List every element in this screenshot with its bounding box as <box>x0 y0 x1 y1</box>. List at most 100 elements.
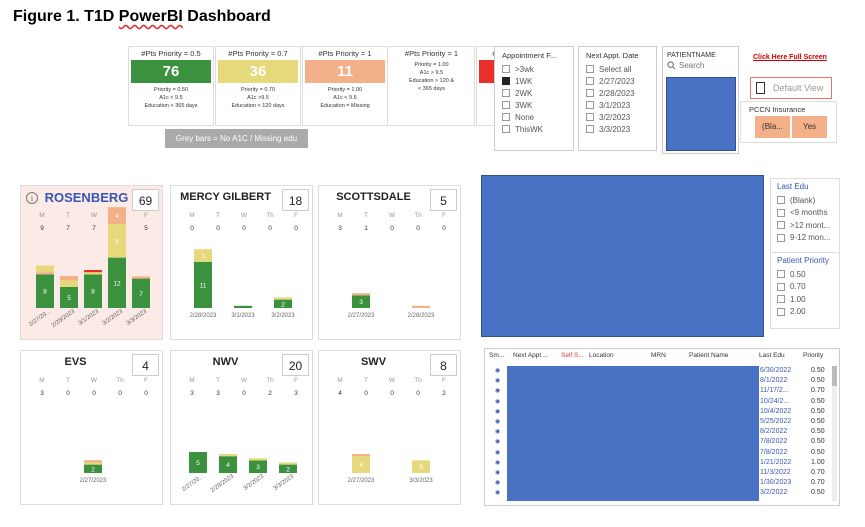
bar-segment[interactable] <box>36 272 54 275</box>
checkbox-icon[interactable] <box>586 113 594 121</box>
next-appt-option[interactable]: 3/2/2023 <box>586 111 649 123</box>
bar-segment[interactable] <box>249 458 267 461</box>
bar-segment[interactable] <box>84 274 102 308</box>
view-link-icon[interactable]: ◉ <box>495 378 501 385</box>
checkbox-icon[interactable] <box>502 65 510 73</box>
next-appt-option[interactable]: 3/1/2023 <box>586 99 649 111</box>
checkbox-icon[interactable] <box>777 208 785 217</box>
pccn-chip-yes[interactable]: Yes <box>792 116 827 138</box>
checkbox-icon[interactable] <box>777 196 785 205</box>
pccn-chip-blank[interactable]: (Bla... <box>755 116 790 138</box>
appointment-option[interactable]: >3wk <box>502 63 566 75</box>
checkbox-icon[interactable] <box>586 77 594 85</box>
checkbox-icon[interactable] <box>586 101 594 109</box>
table-row[interactable]: ◉ 5/25/2022 0.50 <box>485 418 839 428</box>
bar-segment[interactable] <box>132 276 150 279</box>
view-link-icon[interactable]: ◉ <box>495 419 501 425</box>
table-row[interactable]: ◉ 8/2/2022 0.50 <box>485 428 839 438</box>
bar-segment[interactable] <box>108 224 126 258</box>
view-link-icon[interactable]: ◉ <box>495 408 501 415</box>
table-row[interactable]: ◉ 11/3/2022 0.70 <box>485 469 839 479</box>
view-link-icon[interactable]: ◉ <box>495 398 501 405</box>
bar-segment[interactable] <box>36 265 54 273</box>
checkbox-icon[interactable] <box>502 113 510 121</box>
clinic-card-rosenberg[interactable]: iROSENBERG69M9T7W7Th16F582/27/20...52/28… <box>20 185 163 340</box>
table-row[interactable]: ◉ 10/4/2022 0.50 <box>485 408 839 418</box>
checkbox-icon[interactable] <box>777 307 785 316</box>
bar-segment[interactable] <box>352 293 370 296</box>
full-screen-link[interactable]: Click Here Full Screen <box>753 54 827 61</box>
view-link-icon[interactable]: ◉ <box>495 388 501 395</box>
checkbox-icon[interactable] <box>586 65 594 73</box>
patient-search-box[interactable]: Search <box>667 61 738 70</box>
checkbox-icon[interactable] <box>502 89 510 97</box>
checkbox-icon[interactable] <box>586 89 594 97</box>
table-scrollbar-thumb[interactable] <box>832 366 837 386</box>
bar-segment[interactable] <box>84 464 102 473</box>
bar-segment[interactable] <box>60 280 78 287</box>
table-scrollbar[interactable] <box>832 366 837 501</box>
appointment-option[interactable]: ThisWK <box>502 123 566 135</box>
next-appt-option[interactable]: 2/27/2023 <box>586 75 649 87</box>
bar-segment[interactable] <box>84 270 102 273</box>
table-row[interactable]: ◉ 7/8/2022 0.50 <box>485 449 839 459</box>
bar-segment[interactable] <box>352 295 370 308</box>
checkbox-icon[interactable] <box>777 295 785 304</box>
clinic-card-mercy-gilbert[interactable]: MERCY GILBERT 18 M 0 T 0 W 0 Th 0 F 0 11 3 2/28/2023 3/… <box>170 185 313 340</box>
clinic-card-scottsdale[interactable]: SCOTTSDALE 5 M 3 T 1 W 0 Th 0 F 0 3 2/27/2023 2/28/202… <box>318 185 461 340</box>
next-appt-option[interactable]: 3/3/2023 <box>586 123 649 135</box>
bar-segment[interactable] <box>274 297 292 300</box>
bar-segment[interactable] <box>219 456 237 473</box>
clinic-card-evs[interactable]: EVS 4 M 3 T 0 W 0 Th 0 F 0 2 2/27/2023 <box>20 350 163 505</box>
checkbox-icon[interactable] <box>586 125 594 133</box>
bar-segment[interactable] <box>108 257 126 308</box>
default-view-button[interactable]: Default View <box>750 77 832 99</box>
column-header[interactable]: Next Appt ... <box>513 352 549 359</box>
checkbox-checked-icon[interactable] <box>502 77 510 85</box>
appointment-option[interactable]: 2WK <box>502 87 566 99</box>
column-header[interactable]: Sm... <box>489 352 505 359</box>
next-appt-option[interactable]: Select all <box>586 63 649 75</box>
table-row[interactable]: ◉ 6/30/2022 0.50 <box>485 367 839 377</box>
bar-segment[interactable] <box>36 274 54 308</box>
column-header[interactable]: Last Edu <box>759 352 785 359</box>
view-link-icon[interactable]: ◉ <box>495 459 501 466</box>
table-row[interactable]: ◉ 1/21/2022 1.00 <box>485 459 839 469</box>
bar-segment[interactable] <box>108 207 126 224</box>
column-header[interactable]: MRN <box>651 352 666 359</box>
view-link-icon[interactable]: ◉ <box>495 470 501 476</box>
view-link-icon[interactable]: ◉ <box>495 429 501 436</box>
bar-segment[interactable] <box>84 460 102 463</box>
bar-segment[interactable] <box>352 456 370 473</box>
bar-segment[interactable] <box>249 460 267 473</box>
view-link-icon[interactable]: ◉ <box>495 449 501 456</box>
bar-segment[interactable] <box>84 272 102 275</box>
checkbox-icon[interactable] <box>502 101 510 109</box>
checkbox-icon[interactable] <box>502 125 510 133</box>
clinic-card-nwv[interactable]: NWV 20 M 3 T 3 W 0 Th 2 F 3 5 2/27/20... 4 2/28/2023 3 3/… <box>170 350 313 505</box>
bar-segment[interactable] <box>194 261 212 308</box>
bar-segment[interactable] <box>84 462 102 465</box>
bar-segment[interactable] <box>279 462 297 465</box>
last-edu_slicer-option[interactable]: 9-12 mon... <box>777 232 833 245</box>
checkbox-icon[interactable] <box>777 221 785 230</box>
next-appt-option[interactable]: 2/28/2023 <box>586 87 649 99</box>
column-header[interactable]: Patient Name <box>689 352 729 359</box>
priority-slicer-option[interactable]: 1.00 <box>777 293 833 306</box>
last-edu_slicer-option[interactable]: <9 months <box>777 207 833 220</box>
bar-segment[interactable] <box>412 460 430 473</box>
column-header[interactable]: Self S... <box>561 352 584 359</box>
view-link-icon[interactable]: ◉ <box>495 368 501 374</box>
last-edu_slicer-option[interactable]: (Blank) <box>777 194 833 207</box>
checkbox-icon[interactable] <box>777 270 785 279</box>
bar-segment[interactable] <box>279 464 297 473</box>
checkbox-icon[interactable] <box>777 282 785 291</box>
table-row[interactable]: ◉ 3/2/2022 0.50 <box>485 489 839 499</box>
info-icon[interactable]: i <box>26 192 38 204</box>
bar-segment[interactable] <box>60 287 78 308</box>
table-row[interactable]: ◉ 11/17/2... 0.70 <box>485 387 839 397</box>
bar-segment[interactable] <box>60 276 78 281</box>
column-header[interactable]: Location <box>589 352 614 359</box>
bar-segment[interactable] <box>132 278 150 308</box>
bar-segment[interactable] <box>194 249 212 262</box>
